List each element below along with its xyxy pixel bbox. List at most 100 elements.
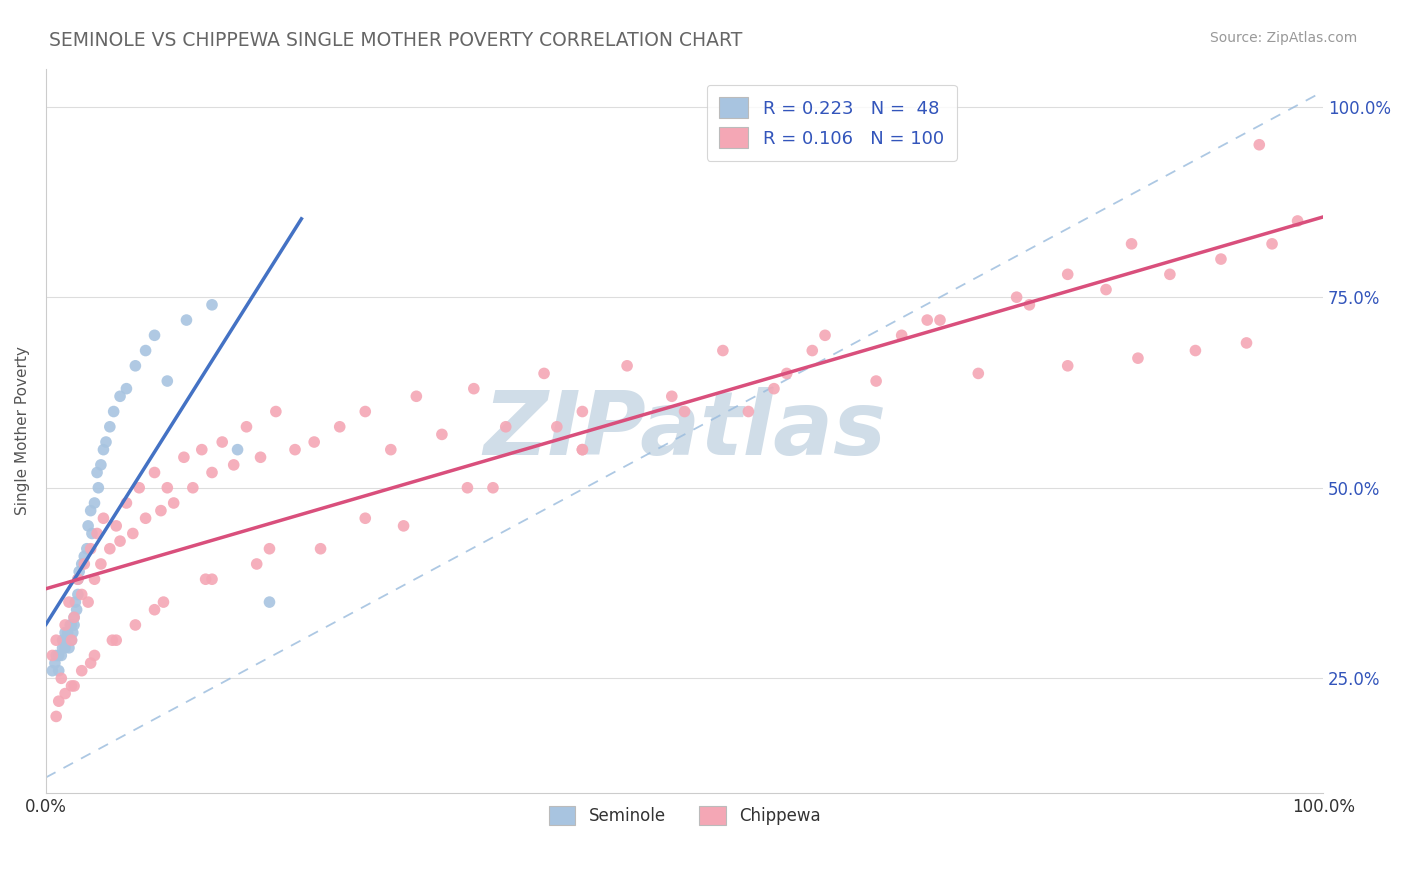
Point	[66, 572, 89, 586]
Point	[66, 572, 89, 586]
Point	[121, 526, 143, 541]
Point	[58, 595, 80, 609]
Point	[405, 389, 427, 403]
Point	[181, 481, 204, 495]
Point	[1209, 252, 1232, 266]
Point	[108, 389, 131, 403]
Point	[124, 618, 146, 632]
Point	[380, 442, 402, 457]
Point	[63, 610, 86, 624]
Point	[533, 367, 555, 381]
Point	[890, 328, 912, 343]
Point	[53, 618, 76, 632]
Point	[67, 565, 90, 579]
Point	[246, 557, 269, 571]
Point	[52, 633, 75, 648]
Point	[45, 648, 67, 663]
Point	[1261, 236, 1284, 251]
Point	[1018, 298, 1040, 312]
Point	[98, 541, 121, 556]
Point	[93, 442, 115, 457]
Point	[63, 679, 86, 693]
Point	[929, 313, 952, 327]
Point	[60, 633, 83, 648]
Point	[482, 481, 505, 495]
Point	[51, 671, 73, 685]
Point	[456, 481, 478, 495]
Point	[430, 427, 453, 442]
Point	[284, 442, 307, 457]
Point	[571, 442, 593, 457]
Point	[103, 404, 125, 418]
Text: ZIPatlas: ZIPatlas	[484, 387, 886, 474]
Point	[53, 687, 76, 701]
Point	[94, 435, 117, 450]
Point	[128, 481, 150, 495]
Point	[259, 541, 281, 556]
Point	[463, 382, 485, 396]
Point	[108, 534, 131, 549]
Point	[48, 694, 70, 708]
Point	[53, 640, 76, 655]
Point	[58, 640, 80, 655]
Point	[93, 511, 115, 525]
Point	[90, 557, 112, 571]
Point	[76, 541, 98, 556]
Point	[149, 503, 172, 517]
Point	[56, 625, 79, 640]
Point	[201, 572, 224, 586]
Point	[329, 419, 352, 434]
Point	[143, 466, 166, 480]
Point	[673, 404, 696, 418]
Point	[73, 549, 96, 564]
Point	[48, 664, 70, 678]
Point	[1005, 290, 1028, 304]
Point	[59, 618, 82, 632]
Point	[354, 404, 377, 418]
Point	[79, 503, 101, 517]
Point	[249, 450, 271, 465]
Point	[79, 541, 101, 556]
Point	[235, 419, 257, 434]
Point	[173, 450, 195, 465]
Point	[65, 603, 87, 617]
Point	[77, 519, 100, 533]
Point	[44, 656, 66, 670]
Point	[152, 595, 174, 609]
Point	[41, 648, 63, 663]
Point	[62, 625, 84, 640]
Point	[98, 419, 121, 434]
Text: SEMINOLE VS CHIPPEWA SINGLE MOTHER POVERTY CORRELATION CHART: SEMINOLE VS CHIPPEWA SINGLE MOTHER POVER…	[49, 31, 742, 50]
Point	[135, 511, 157, 525]
Point	[211, 435, 233, 450]
Point	[1236, 335, 1258, 350]
Point	[1286, 214, 1309, 228]
Point	[222, 458, 245, 472]
Point	[70, 557, 93, 571]
Point	[53, 633, 76, 648]
Point	[865, 374, 887, 388]
Point	[65, 595, 87, 609]
Point	[616, 359, 638, 373]
Point	[80, 526, 103, 541]
Point	[302, 435, 325, 450]
Point	[967, 367, 990, 381]
Point	[156, 481, 179, 495]
Point	[83, 496, 105, 510]
Point	[156, 374, 179, 388]
Point	[309, 541, 332, 556]
Point	[66, 587, 89, 601]
Point	[77, 595, 100, 609]
Point	[63, 618, 86, 632]
Point	[1159, 268, 1181, 282]
Point	[762, 382, 785, 396]
Point	[70, 587, 93, 601]
Point	[711, 343, 734, 358]
Point	[143, 328, 166, 343]
Point	[51, 648, 73, 663]
Point	[259, 595, 281, 609]
Point	[45, 633, 67, 648]
Point	[115, 382, 138, 396]
Point	[73, 557, 96, 571]
Point	[201, 298, 224, 312]
